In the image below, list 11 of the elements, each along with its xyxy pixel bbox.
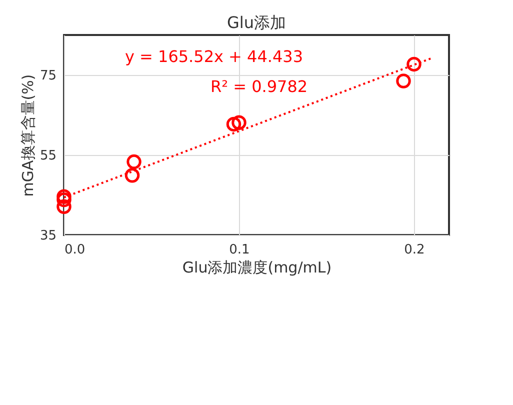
chart-title: Glu添加 bbox=[227, 13, 286, 32]
annotation: R² = 0.9782 bbox=[210, 77, 308, 96]
y-tick-label: 75 bbox=[40, 68, 56, 84]
x-tick-label: 0.0 bbox=[64, 242, 86, 258]
x-tick-label: 0.2 bbox=[404, 242, 425, 258]
y-axis-title: mGA換算含量(%) bbox=[18, 74, 37, 197]
y-tick-label: 55 bbox=[40, 148, 56, 164]
x-axis-title: Glu添加濃度(mg/mL) bbox=[182, 258, 332, 276]
x-tick-label: 0.1 bbox=[229, 242, 250, 258]
annotation: y = 165.52x + 44.433 bbox=[124, 47, 304, 66]
y-tick-label: 35 bbox=[40, 228, 56, 244]
